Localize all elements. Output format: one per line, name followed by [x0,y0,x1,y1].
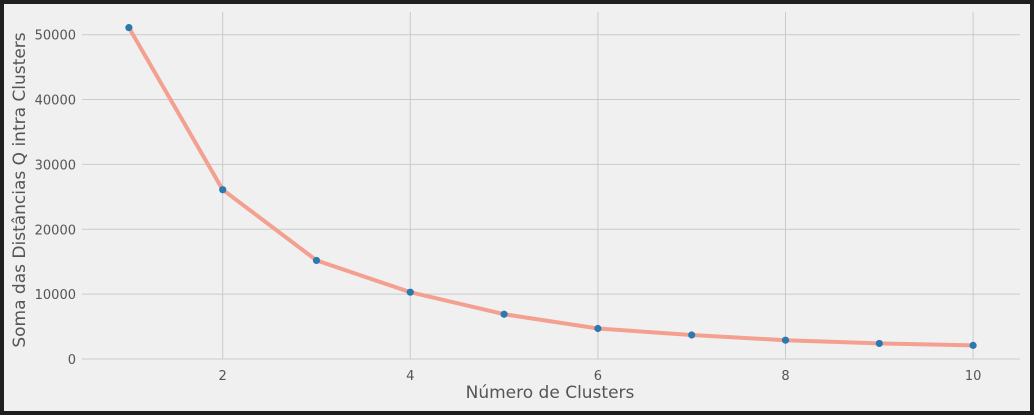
y-tick-label: 0 [68,353,76,368]
y-tick-label: 30000 [35,158,76,173]
data-points [125,23,977,349]
x-tick-label: 6 [594,369,602,384]
series-line [126,25,976,348]
data-point [688,331,696,339]
data-point [406,288,414,296]
data-point [969,341,977,349]
data-point [219,186,227,194]
x-tick-label: 4 [406,369,414,384]
y-tick-label: 20000 [35,223,76,238]
x-axis-label: Número de Clusters [466,383,635,403]
elbow-chart: 2 4 6 8 10 0 10000 20000 30000 40000 50000 Número… [10,12,1020,403]
x-tick-labels: 2 4 6 8 10 [219,369,982,384]
y-axis-label: Soma das Distâncias Q intra Clusters [10,32,30,347]
y-tick-label: 10000 [35,288,76,303]
grid-lines [82,12,1020,360]
y-tick-label: 40000 [35,94,76,109]
data-point [500,310,508,318]
x-tick-label: 2 [219,369,227,384]
y-tick-label: 50000 [35,29,76,44]
series-lines [126,25,976,348]
chart-figure: 2 4 6 8 10 0 10000 20000 30000 40000 50000 Número… [4,4,1030,411]
data-point [594,324,602,333]
data-point [312,256,321,265]
y-tick-labels: 0 10000 20000 30000 40000 50000 [35,29,76,368]
data-point [875,339,883,348]
data-point [125,23,133,32]
x-tick-label: 10 [965,369,982,384]
data-point [781,336,790,344]
x-tick-label: 8 [781,369,789,384]
